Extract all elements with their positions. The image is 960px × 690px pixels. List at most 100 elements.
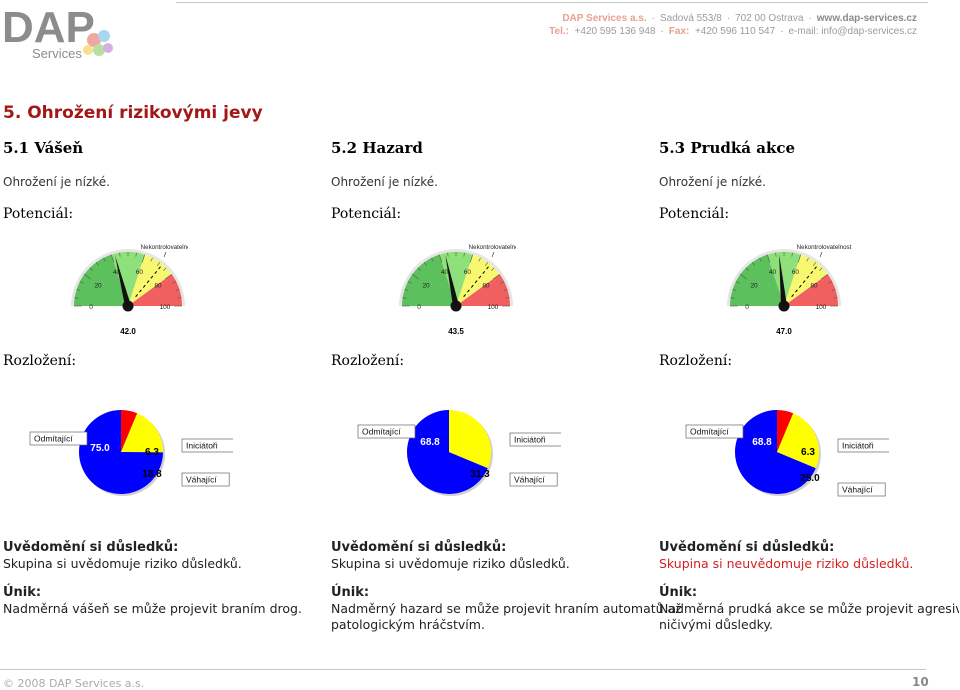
potential-label: Potenciál: bbox=[659, 206, 730, 222]
gauge-tick bbox=[493, 274, 500, 280]
gauge-tick bbox=[500, 281, 505, 284]
threat-text: Ohrožení je nízké. bbox=[331, 175, 438, 189]
distribution-label: Rozložení: bbox=[331, 353, 405, 369]
gauge-threshold-line bbox=[791, 265, 818, 298]
header-fax-label: Fax: bbox=[668, 26, 690, 37]
gauge-tick bbox=[84, 274, 91, 280]
gauge-band bbox=[730, 254, 784, 306]
header-website[interactable]: www.dap-services.cz bbox=[816, 13, 917, 24]
header-email[interactable]: e-mail: info@dap-services.cz bbox=[788, 26, 917, 37]
gauge-tick bbox=[833, 297, 838, 299]
page-title: 5. Ohrožení rizikovými jevy bbox=[3, 103, 263, 123]
pie-legend-odmitajici: Odmítající bbox=[690, 427, 729, 437]
gauge-tick bbox=[819, 267, 823, 271]
gauge-tick bbox=[831, 289, 836, 291]
pie-legend-iniciatori-box bbox=[509, 432, 561, 447]
gauge-band bbox=[784, 254, 828, 306]
gauge-tick-label: 0 bbox=[417, 304, 421, 311]
gauge-band bbox=[784, 274, 838, 306]
logo-text: DAP bbox=[2, 3, 95, 52]
gauge-tick bbox=[424, 262, 427, 266]
gauge-tick bbox=[740, 274, 747, 280]
gauge-tick bbox=[821, 274, 828, 280]
pie-legend-vahajici: Váhající bbox=[842, 485, 873, 495]
gauge-tick-label: 80 bbox=[810, 282, 818, 289]
gauge-tick bbox=[797, 254, 801, 263]
gauge-tick bbox=[135, 252, 137, 257]
gauge-tick bbox=[417, 267, 421, 271]
gauge-needle bbox=[779, 254, 787, 307]
gauge-tick bbox=[407, 281, 412, 284]
gauge-band bbox=[128, 254, 172, 306]
gauge-tick bbox=[96, 262, 99, 266]
escape-label: Únik: bbox=[659, 585, 698, 600]
escape-text-line2: ničivými důsledky. bbox=[659, 617, 774, 632]
gauge-needle bbox=[445, 255, 459, 307]
gauge-tick bbox=[150, 257, 153, 262]
gauge-tick bbox=[74, 297, 79, 299]
header-company: DAP Services a.s. bbox=[562, 13, 647, 24]
pie-legend-vahajici-box bbox=[509, 472, 558, 487]
gauge-tick bbox=[165, 274, 172, 280]
logo-dot-icon bbox=[103, 43, 113, 53]
pie-slice-vahajici bbox=[449, 410, 491, 469]
gauge-tick-label: 100 bbox=[488, 304, 499, 311]
header-fax: +420 596 110 547 bbox=[694, 26, 776, 37]
escape-label: Únik: bbox=[331, 585, 370, 600]
pie-slice-iniciatori bbox=[777, 410, 794, 452]
gauge-tick bbox=[791, 252, 793, 257]
pie-legend-vahajici-box bbox=[837, 482, 886, 497]
threat-text: Ohrožení je nízké. bbox=[3, 175, 110, 189]
company-logo: DAP Services bbox=[2, 3, 113, 61]
gauge-tick-label: 60 bbox=[464, 269, 472, 276]
gauge-tick bbox=[735, 281, 740, 284]
gauge-tick bbox=[141, 254, 145, 263]
header-rule bbox=[176, 2, 928, 3]
gauge-tick bbox=[76, 289, 81, 291]
gauge-tick bbox=[119, 252, 121, 257]
pie-value-label: 6.3 bbox=[145, 447, 159, 458]
pie-legend-vahajici: Váhající bbox=[186, 475, 217, 485]
gauge-tick bbox=[505, 297, 510, 299]
gauge-band bbox=[128, 274, 182, 306]
pie-legend-vahajici-box bbox=[181, 472, 230, 487]
gauge-needle bbox=[115, 255, 131, 307]
pie-legend-iniciatori: Iniciátoři bbox=[514, 435, 546, 445]
pie-value-label: 68.8 bbox=[420, 437, 440, 448]
gauge-tick bbox=[485, 262, 488, 266]
pie-value-label: 31.3 bbox=[470, 469, 490, 480]
header-tel: +420 595 136 948 bbox=[574, 26, 656, 37]
pie-slice-odmitajici bbox=[79, 410, 163, 494]
section-title-prudka-akce: 5.3 Prudká akce bbox=[659, 139, 796, 157]
pie-legend-odmitajici: Odmítající bbox=[362, 427, 401, 437]
gauge-tick-label: 20 bbox=[422, 282, 430, 289]
gauge-chart-vasen: 0 20 40 60 80 100 Nekontrolovatelnost 42.0 bbox=[71, 244, 188, 336]
gauge-tick-label: 40 bbox=[113, 269, 121, 276]
gauge-tick-label: 80 bbox=[154, 282, 162, 289]
pie-value-label: 6.3 bbox=[801, 447, 815, 458]
pie-value-label: 25.0 bbox=[800, 473, 820, 484]
logo-dot-icon bbox=[98, 30, 110, 42]
gauge-annotation: Nekontrolovatelnost bbox=[469, 244, 516, 251]
pie-value-label: 68.8 bbox=[752, 437, 772, 448]
pie-value-label: 18.8 bbox=[142, 469, 162, 480]
pie-slice-odmitajici bbox=[407, 410, 488, 494]
page-number: 10 bbox=[912, 675, 929, 689]
gauge-tick-label: 20 bbox=[750, 282, 758, 289]
gauge-threshold-line bbox=[135, 265, 162, 298]
gauge-tick bbox=[730, 297, 735, 299]
gauge-tick-label: 60 bbox=[792, 269, 800, 276]
gauge-tick bbox=[111, 254, 115, 263]
potential-label: Potenciál: bbox=[331, 206, 402, 222]
gauge-tick bbox=[759, 257, 762, 262]
gauge-tick bbox=[439, 254, 443, 263]
gauge-chart-hazard: 0 20 40 60 80 100 Nekontrolovatelnost 43.5 bbox=[399, 244, 516, 336]
pie-slice-odmitajici bbox=[735, 410, 816, 494]
gauge-tick bbox=[79, 281, 84, 284]
logo-dot-icon bbox=[83, 45, 93, 55]
gauge-pivot bbox=[450, 300, 462, 312]
gauge-tick bbox=[828, 281, 833, 284]
gauge-band bbox=[456, 254, 500, 306]
gauge-tick bbox=[172, 281, 177, 284]
gauge-annotation-pointer bbox=[163, 251, 167, 258]
